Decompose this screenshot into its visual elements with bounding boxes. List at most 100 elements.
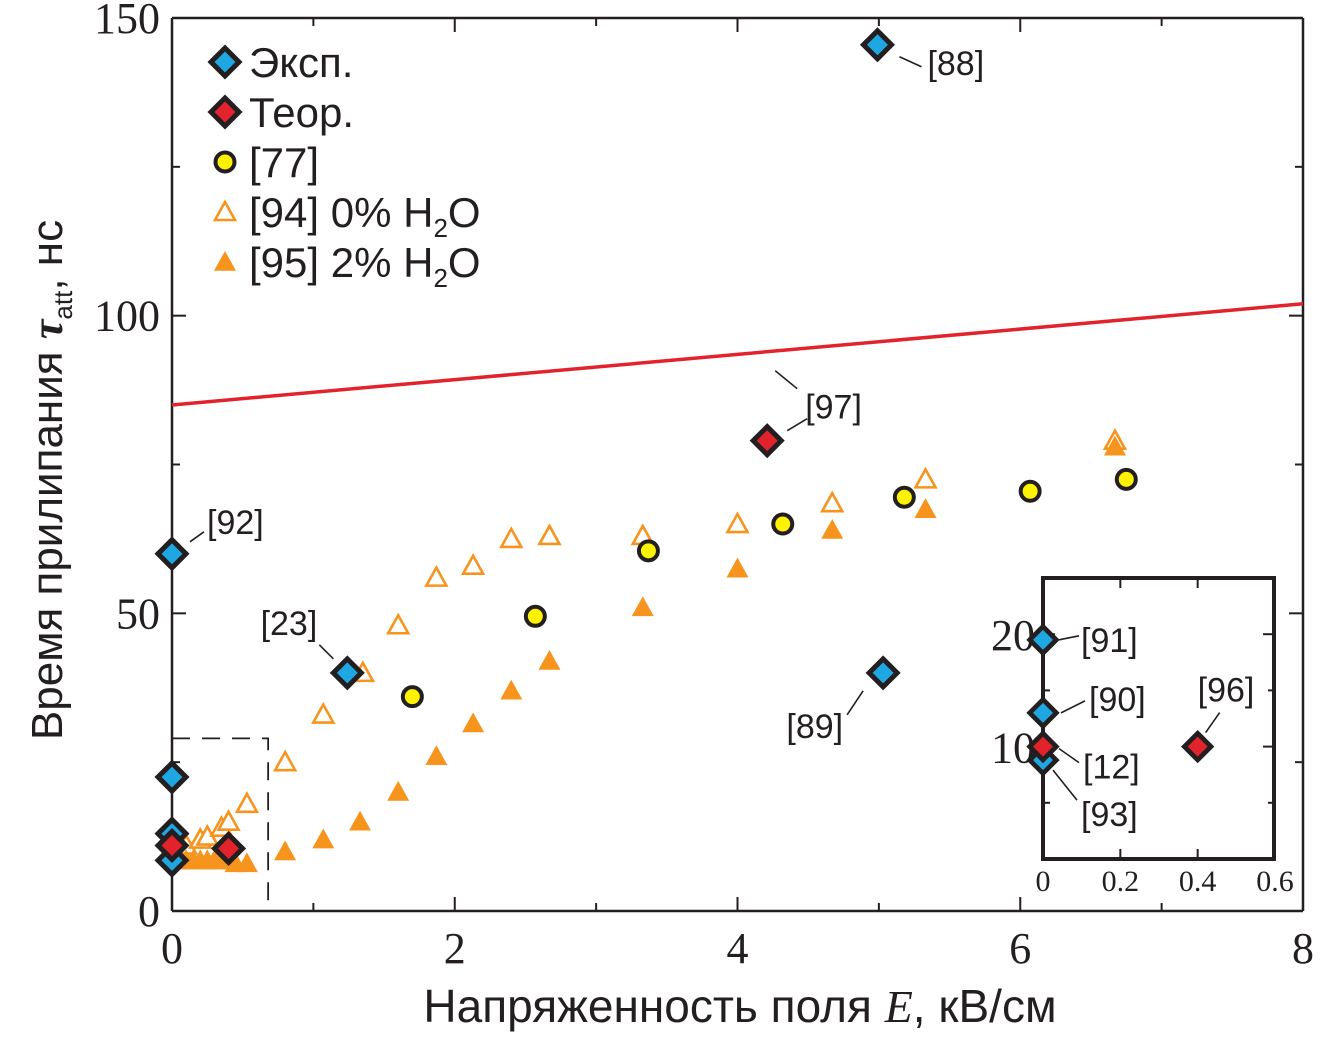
- point-77: [1018, 479, 1042, 503]
- point-diamond: [211, 830, 247, 867]
- reference-label: [92]: [207, 504, 264, 542]
- y-tick-label: 50: [116, 589, 160, 638]
- inset-leader-line: [1060, 700, 1086, 714]
- legend-marker-diamond: [207, 94, 243, 130]
- point-95-2-h2o: [631, 596, 654, 617]
- x-tick-label: 6: [1009, 924, 1031, 973]
- point-95-2-h2o: [500, 679, 523, 700]
- point-94-0-h2o: [913, 466, 938, 489]
- point-94-0-h2o: [725, 511, 750, 534]
- leader-line: [318, 644, 334, 660]
- point-95-2-h2o: [425, 745, 448, 766]
- y-axis-label: Время прилипания τatt, нс: [23, 220, 78, 740]
- y-tick-label: 150: [94, 0, 160, 43]
- legend-item-1: Теор.: [207, 89, 354, 136]
- point-94-0-h2o: [460, 553, 486, 576]
- inset-leader-line: [1205, 712, 1221, 734]
- point-77: [892, 485, 916, 509]
- point-94-0-h2o: [537, 523, 562, 546]
- point-94-0-h2o: [272, 749, 298, 772]
- point-diamond: [865, 655, 901, 691]
- inset-point-12: [1026, 729, 1060, 764]
- point-95-2-h2o: [726, 557, 749, 578]
- legend-label: [95] 2% H2O: [249, 239, 481, 293]
- point-95-2-h2o: [349, 810, 372, 831]
- reference-label: [88]: [927, 45, 984, 83]
- point-diamond: [154, 536, 190, 572]
- inset-reference-labels: [91] [90] [93] [12] [96]: [1081, 622, 1254, 834]
- inset-leader-lines: [1052, 635, 1221, 801]
- y-tick-label: 0: [138, 887, 160, 936]
- inset-y-tick-label: 20: [991, 611, 1035, 660]
- point-95-2-h2o: [1103, 435, 1126, 456]
- point-94-0-h2o: [385, 612, 411, 635]
- inset-point-96: [1181, 729, 1215, 764]
- x-tick-label: 4: [727, 924, 749, 973]
- inset-reference-label: [93]: [1081, 796, 1138, 834]
- x-tick-label: 0: [161, 924, 183, 973]
- point-94-0-h2o: [234, 791, 260, 814]
- legend-item-0: Эксп.: [207, 39, 353, 86]
- zoom-box-outline: [172, 737, 270, 911]
- data-points: [154, 27, 1138, 878]
- legend-marker-circle: [213, 150, 237, 174]
- inset-leader-line: [1058, 747, 1080, 764]
- theory-curve-line: [171, 302, 1304, 407]
- point-95-2-h2o: [387, 780, 410, 801]
- inset-y-tick-label: 10: [991, 724, 1035, 773]
- inset-frame: [1041, 576, 1276, 861]
- inset-axis-ticks: 0 0.2 0.4 0.6 10 20: [991, 577, 1294, 898]
- point-diamond: [154, 827, 190, 864]
- reference-leader-lines: [189, 56, 922, 716]
- reference-label: [97]: [805, 389, 862, 427]
- point-94-0-h2o: [499, 526, 524, 549]
- point-95-2-h2o: [914, 498, 937, 518]
- legend-label: Эксп.: [249, 39, 353, 86]
- leader-line: [899, 56, 922, 68]
- inset-point-91: [1026, 623, 1060, 657]
- inset-reference-label: [96]: [1198, 672, 1255, 710]
- point-diamond: [859, 27, 895, 63]
- x-tick-label: 2: [444, 924, 466, 973]
- legend: Эксп.Теор.[77][94] 0% H2O[95] 2% H2O: [207, 39, 481, 293]
- legend-marker-diamond: [207, 44, 243, 80]
- point-77: [771, 512, 795, 536]
- point-95-2-h2o: [274, 840, 297, 861]
- reference-label: [23]: [261, 605, 318, 643]
- leader-line: [774, 370, 798, 390]
- legend-item-4: [95] 2% H2O: [214, 239, 481, 293]
- inset-leader-line: [1052, 769, 1078, 801]
- inset-x-tick-label: 0: [1036, 865, 1051, 898]
- reference-label: [89]: [786, 708, 843, 746]
- x-tick-label: 8: [1292, 924, 1314, 973]
- point-95-2-h2o: [821, 518, 844, 539]
- point-77: [1114, 467, 1138, 491]
- leader-line: [786, 418, 808, 432]
- point-diamond: [329, 655, 365, 691]
- inset-x-tick-label: 0.6: [1256, 865, 1294, 898]
- point-94-0-h2o: [216, 809, 241, 831]
- point-diamond: [154, 759, 190, 795]
- point-diamond: [749, 423, 785, 459]
- reference-labels: [88] [89] [92] [23] [97]: [207, 45, 984, 746]
- point-95-2-h2o: [462, 712, 485, 733]
- inset-x-tick-label: 0.2: [1102, 865, 1140, 898]
- zoom-region-box: [172, 737, 270, 911]
- inset-reference-label: [12]: [1083, 749, 1140, 787]
- point-94-0-h2o: [820, 490, 845, 513]
- x-axis-label: Напряженность поля E, кВ/см: [423, 980, 1056, 1032]
- inset-point-90: [1026, 696, 1060, 730]
- leader-line: [846, 690, 864, 716]
- point-77: [636, 539, 660, 563]
- point-77: [400, 685, 424, 709]
- legend-marker-triangle-filled: [214, 251, 236, 271]
- point-94-0-h2o: [311, 701, 336, 724]
- inset-leader-line: [1058, 635, 1080, 641]
- legend-label: [94] 0% H2O: [249, 189, 481, 243]
- inset-reference-label: [91]: [1081, 622, 1138, 660]
- inset-data-points: [1026, 623, 1215, 777]
- legend-label: [77]: [249, 139, 319, 186]
